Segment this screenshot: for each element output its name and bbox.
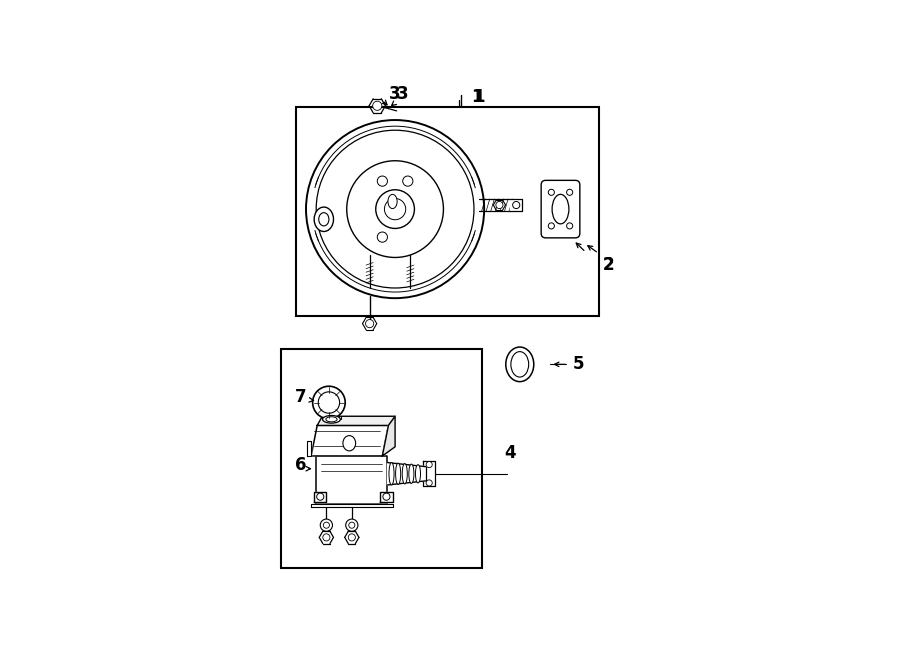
Circle shape (567, 189, 572, 196)
Polygon shape (316, 456, 387, 504)
Polygon shape (317, 416, 395, 426)
Text: 6: 6 (295, 455, 307, 474)
Circle shape (323, 534, 330, 541)
Circle shape (365, 319, 374, 328)
Polygon shape (509, 199, 522, 211)
Text: 1: 1 (471, 88, 482, 106)
Circle shape (346, 161, 444, 258)
Circle shape (377, 232, 387, 242)
Circle shape (567, 223, 572, 229)
Circle shape (320, 519, 332, 531)
Polygon shape (382, 416, 395, 456)
FancyBboxPatch shape (541, 180, 580, 238)
Text: 3: 3 (397, 85, 409, 102)
Circle shape (496, 202, 503, 209)
Ellipse shape (402, 463, 408, 484)
Ellipse shape (389, 463, 394, 485)
Polygon shape (387, 463, 426, 485)
Ellipse shape (416, 465, 420, 483)
Ellipse shape (396, 463, 400, 485)
Circle shape (513, 202, 520, 209)
Circle shape (548, 223, 554, 229)
Polygon shape (311, 426, 389, 456)
Text: 3: 3 (390, 85, 400, 102)
Circle shape (316, 130, 474, 288)
Ellipse shape (409, 464, 414, 483)
Polygon shape (311, 504, 392, 507)
Polygon shape (423, 461, 435, 486)
Polygon shape (313, 492, 327, 502)
Circle shape (348, 534, 356, 541)
Ellipse shape (506, 347, 534, 381)
Ellipse shape (552, 194, 569, 224)
Text: 1: 1 (473, 88, 485, 106)
Polygon shape (307, 441, 311, 456)
Ellipse shape (388, 194, 397, 209)
Text: 4: 4 (504, 444, 516, 463)
Circle shape (384, 198, 406, 219)
Ellipse shape (343, 436, 356, 451)
Circle shape (382, 493, 390, 500)
Circle shape (346, 519, 358, 531)
Ellipse shape (326, 417, 338, 422)
Text: 2: 2 (603, 256, 615, 274)
Text: 5: 5 (572, 356, 584, 373)
Circle shape (317, 493, 324, 500)
Circle shape (548, 189, 554, 196)
Circle shape (306, 120, 484, 298)
Bar (281, 349, 482, 568)
Circle shape (373, 101, 382, 110)
Ellipse shape (322, 416, 340, 423)
Bar (296, 107, 598, 316)
Circle shape (375, 190, 414, 229)
Circle shape (323, 522, 329, 528)
Circle shape (377, 176, 387, 186)
Text: 7: 7 (295, 389, 307, 407)
Ellipse shape (319, 213, 328, 226)
Polygon shape (380, 492, 392, 502)
Circle shape (426, 480, 432, 486)
Ellipse shape (511, 352, 528, 377)
Text: 2: 2 (603, 256, 615, 274)
Circle shape (426, 461, 432, 468)
Circle shape (402, 176, 413, 186)
Circle shape (319, 392, 339, 413)
Circle shape (349, 522, 355, 528)
Circle shape (312, 386, 346, 419)
Ellipse shape (314, 207, 334, 231)
